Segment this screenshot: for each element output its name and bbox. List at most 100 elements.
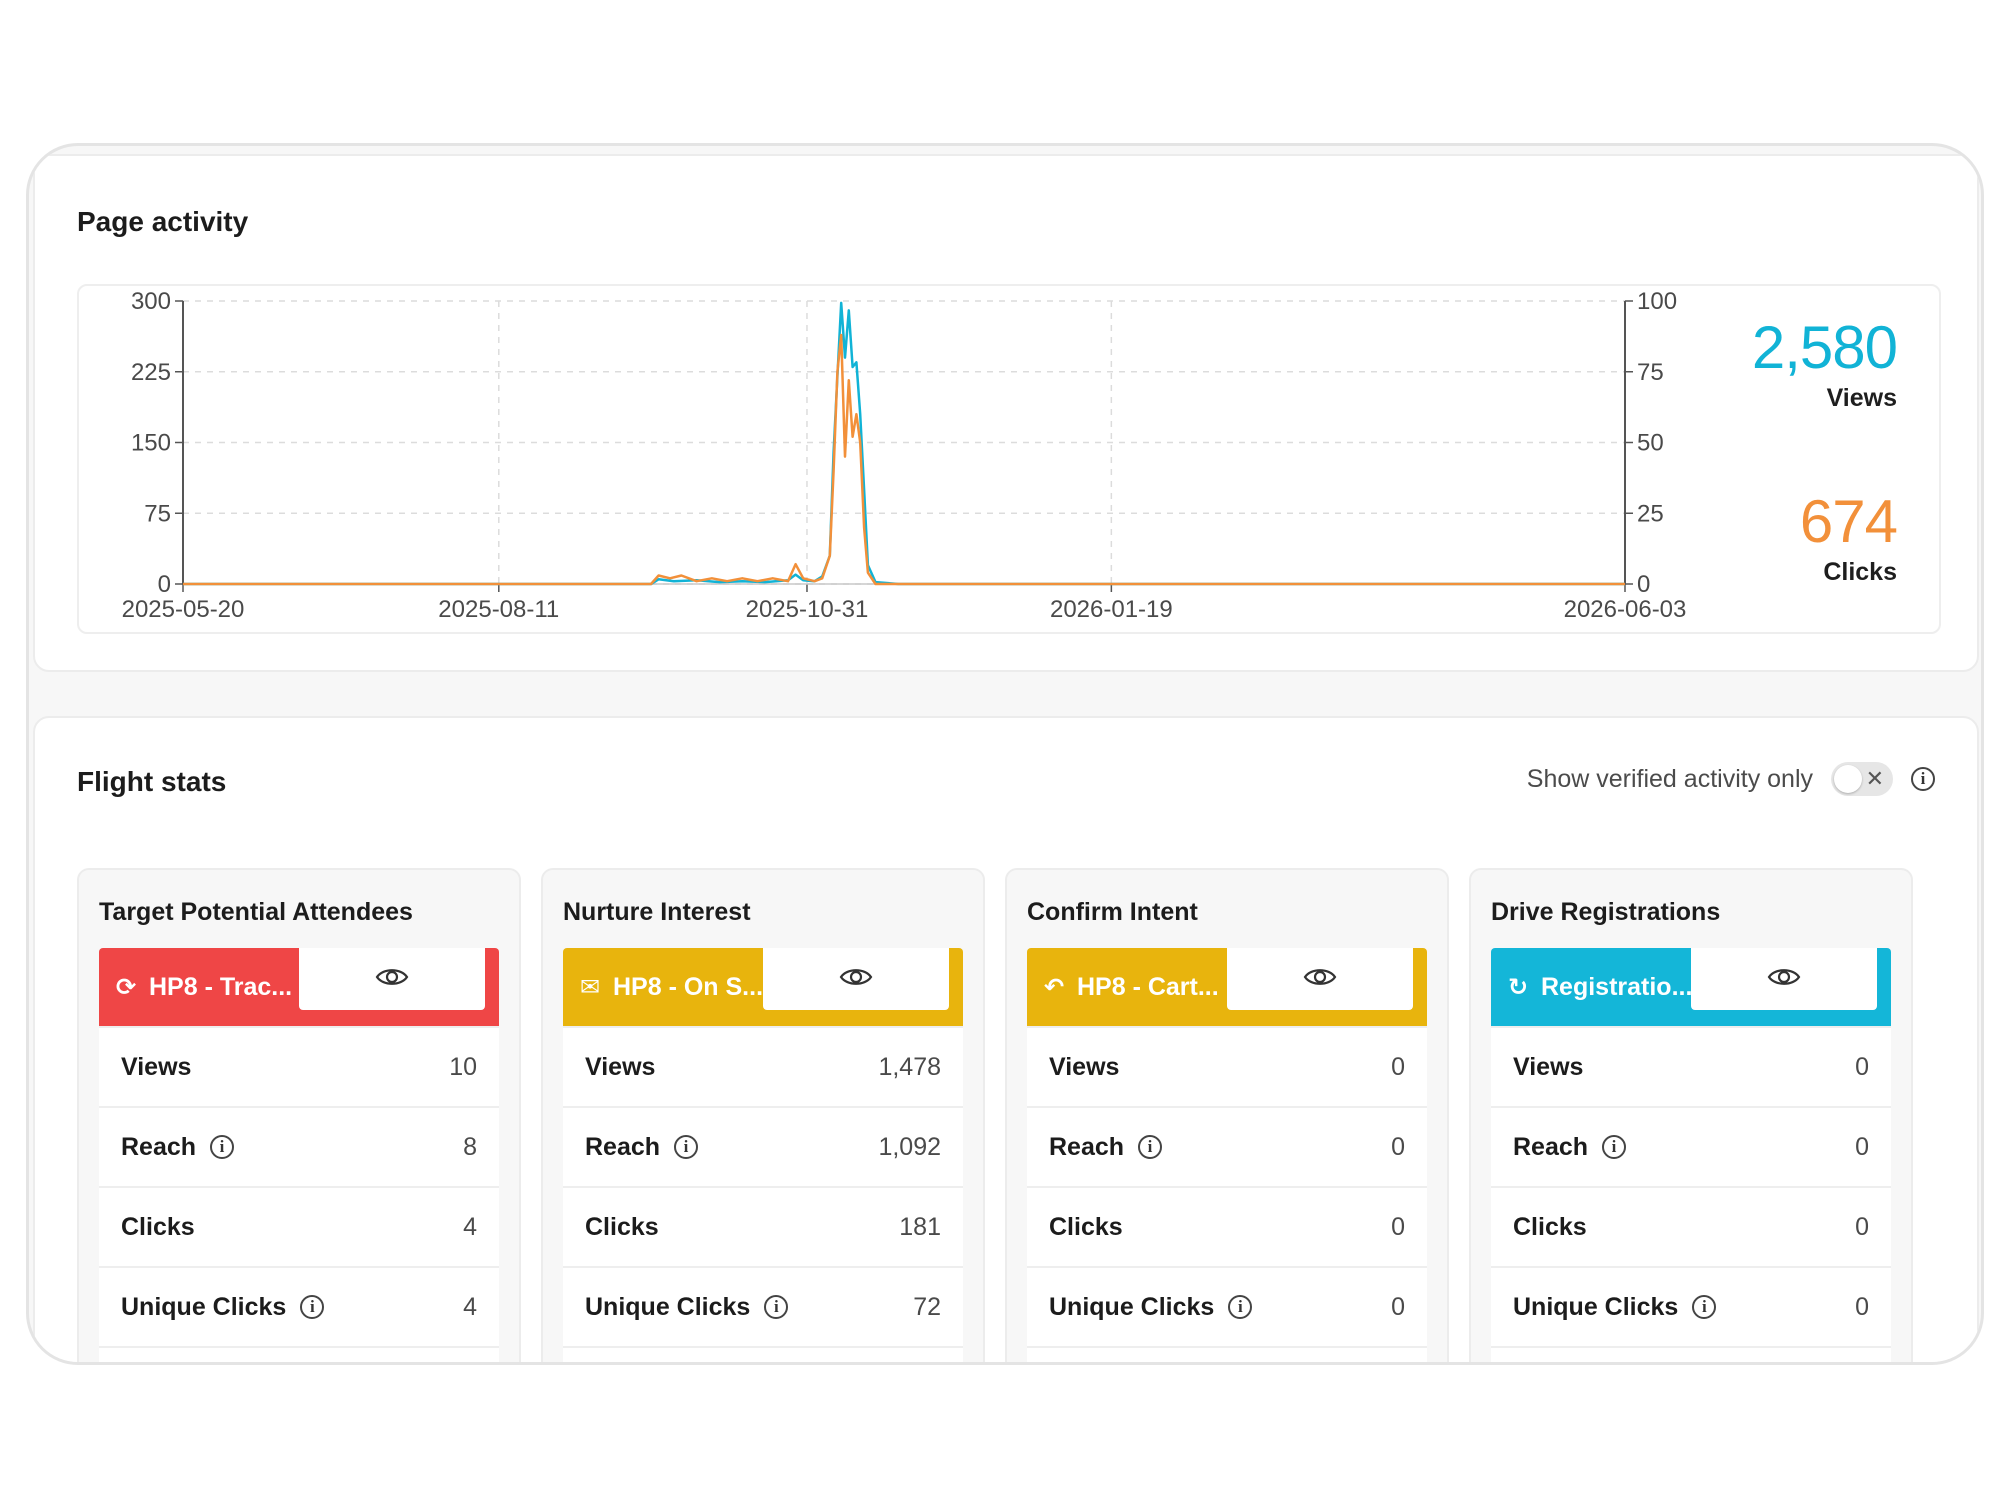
left-axis-tick-label: 225 xyxy=(131,359,171,386)
stat-label-wrap: Views xyxy=(1513,1053,1583,1082)
info-icon[interactable]: i xyxy=(1138,1135,1163,1159)
campaign-name: HP8 - On S... xyxy=(613,972,764,1001)
eye-icon xyxy=(1767,966,1801,993)
campaign-tag[interactable]: ⟳ HP8 - Trac... xyxy=(113,948,292,1026)
stat-label-wrap: Unique Clicks i xyxy=(1049,1293,1253,1322)
campaign-type-icon: ✉ xyxy=(579,973,601,1001)
stat-value: 4 xyxy=(463,1292,477,1321)
stat-label-wrap: Reach i xyxy=(585,1132,699,1162)
stat-value: 0 xyxy=(1391,1132,1405,1161)
stat-value: 0 xyxy=(1391,1212,1405,1241)
preview-button[interactable] xyxy=(1691,948,1877,1010)
stat-row: Clicks 0 xyxy=(1027,1186,1427,1266)
stat-label-wrap: Clicks xyxy=(585,1213,659,1242)
stat-label: Views xyxy=(585,1052,656,1081)
stat-label: Views xyxy=(1513,1052,1584,1081)
stage-column: Confirm Intent ↶ HP8 - Cart... Views 0 Reach i… xyxy=(1005,868,1449,1362)
left-axis-tick-label: 300 xyxy=(131,288,171,315)
page-activity-panel: Page activity 0 75 150 225 300 0 25 50 75 100 2025… xyxy=(33,154,1979,672)
toggle-knob xyxy=(1834,765,1862,793)
eye-icon xyxy=(375,966,409,993)
campaign-tag[interactable]: ✉ HP8 - On S... xyxy=(577,948,763,1026)
campaign-type-icon: ↻ xyxy=(1507,973,1529,1001)
stage-column: Nurture Interest ✉ HP8 - On S... Views 1,478… xyxy=(541,868,985,1362)
stat-label-wrap: Views xyxy=(1049,1053,1119,1082)
campaign-card: ↶ HP8 - Cart... Views 0 Reach i 0 Clicks 0 Unique… xyxy=(1027,948,1427,1362)
info-icon[interactable]: i xyxy=(764,1295,789,1319)
info-icon[interactable]: i xyxy=(210,1135,235,1159)
info-icon[interactable]: i xyxy=(674,1135,699,1159)
stat-value: 4 xyxy=(463,1212,477,1241)
info-icon[interactable]: i xyxy=(300,1295,325,1319)
stat-label-wrap: Views xyxy=(585,1053,655,1082)
stat-value: 1,478 xyxy=(878,1052,941,1081)
views-metric-label: Views xyxy=(1826,384,1897,412)
eye-icon xyxy=(839,966,873,993)
activity-chart-svg: 0 75 150 225 300 0 25 50 75 100 2025-05-20 2025-08-… xyxy=(122,288,1687,623)
campaign-card: ⟳ HP8 - Trac... Views 10 Reach i 8 Clicks 4 Uniqu… xyxy=(99,948,499,1362)
info-icon[interactable]: i xyxy=(1228,1295,1253,1319)
page-activity-title: Page activity xyxy=(77,206,249,237)
info-icon[interactable]: i xyxy=(1911,767,1935,791)
campaign-card: ✉ HP8 - On S... Views 1,478 Reach i 1,092 Click… xyxy=(563,948,963,1362)
right-axis-tick-label: 50 xyxy=(1637,430,1664,457)
preview-button[interactable] xyxy=(763,948,949,1010)
campaign-tag[interactable]: ↶ HP8 - Cart... xyxy=(1041,948,1219,1026)
verified-activity-control: Show verified activity only ✕ i xyxy=(1527,762,1935,796)
stat-label-wrap: Reach i xyxy=(121,1133,235,1162)
left-axis-tick-label: 150 xyxy=(131,430,171,457)
right-axis-tick-label: 0 xyxy=(1637,571,1650,598)
campaign-card-header[interactable]: ↶ HP8 - Cart... xyxy=(1027,948,1427,1026)
campaign-card-header[interactable]: ✉ HP8 - On S... xyxy=(563,948,963,1026)
right-axis-tick-label: 100 xyxy=(1637,288,1677,315)
activity-chart: 0 75 150 225 300 0 25 50 75 100 2025-05-20 2025-08-… xyxy=(77,284,1941,634)
stat-row: Views 10 xyxy=(99,1026,499,1106)
stage-title: Nurture Interest xyxy=(563,898,751,926)
campaign-card-header[interactable]: ⟳ HP8 - Trac... xyxy=(99,948,499,1026)
info-icon[interactable]: i xyxy=(1602,1135,1627,1159)
stat-label: Clicks xyxy=(585,1212,659,1241)
stat-value: 72 xyxy=(913,1292,941,1321)
dashboard-frame: Page activity 0 75 150 225 300 0 25 50 75 100 2025… xyxy=(26,143,1984,1365)
campaign-name: HP8 - Cart... xyxy=(1077,972,1219,1001)
eye-icon xyxy=(1303,966,1337,993)
stat-label: Clicks xyxy=(1049,1212,1123,1241)
close-icon: ✕ xyxy=(1865,766,1884,791)
x-axis-tick-label: 2025-08-11 xyxy=(438,596,559,623)
campaign-card: ↻ Registratio... Views 0 Reach i 0 Clicks 0 Uniqu… xyxy=(1491,948,1891,1362)
campaign-tag[interactable]: ↻ Registratio... xyxy=(1505,948,1692,1026)
stat-row: Clicks 181 xyxy=(563,1186,963,1266)
stat-label: Views xyxy=(121,1052,192,1081)
x-axis-tick-label: 2026-06-03 xyxy=(1564,596,1687,623)
preview-button[interactable] xyxy=(299,948,485,1010)
stat-label-wrap: Clicks xyxy=(1513,1213,1587,1242)
stage-title: Drive Registrations xyxy=(1491,898,1721,926)
x-axis-tick-label: 2026-01-19 xyxy=(1050,596,1173,623)
right-axis-tick-label: 75 xyxy=(1637,359,1664,386)
campaign-card-header[interactable]: ↻ Registratio... xyxy=(1491,948,1891,1026)
stat-label-wrap: Unique Clicks i xyxy=(585,1293,789,1322)
campaign-name: HP8 - Trac... xyxy=(149,972,293,1001)
preview-button[interactable] xyxy=(1227,948,1413,1010)
verified-activity-toggle[interactable]: ✕ xyxy=(1831,762,1893,796)
stat-label: Reach xyxy=(585,1132,661,1161)
campaign-type-icon: ↶ xyxy=(1043,973,1065,1001)
views-total: 2,580 xyxy=(1751,314,1898,381)
card-footer xyxy=(1027,1346,1427,1362)
stat-label: Views xyxy=(1049,1052,1120,1081)
stat-row: Reach i 0 xyxy=(1491,1106,1891,1186)
x-axis-tick-label: 2025-05-20 xyxy=(122,596,245,623)
stat-label: Clicks xyxy=(1513,1212,1587,1241)
stat-row: Clicks 4 xyxy=(99,1186,499,1266)
stat-row: Unique Clicks i 4 xyxy=(99,1266,499,1346)
right-axis-tick-label: 25 xyxy=(1637,500,1664,527)
stat-label-wrap: Clicks xyxy=(1049,1213,1123,1242)
info-icon[interactable]: i xyxy=(1692,1295,1717,1319)
left-axis-tick-label: 0 xyxy=(158,571,171,598)
stat-row: Unique Clicks i 72 xyxy=(563,1266,963,1346)
flight-stats-panel: Flight stats Show verified activity only… xyxy=(33,716,1979,1362)
stat-value: 8 xyxy=(463,1132,477,1161)
left-axis-tick-label: 75 xyxy=(144,500,171,527)
stat-value: 0 xyxy=(1391,1052,1405,1081)
views-metric: 2,580 Views xyxy=(1751,314,1898,413)
